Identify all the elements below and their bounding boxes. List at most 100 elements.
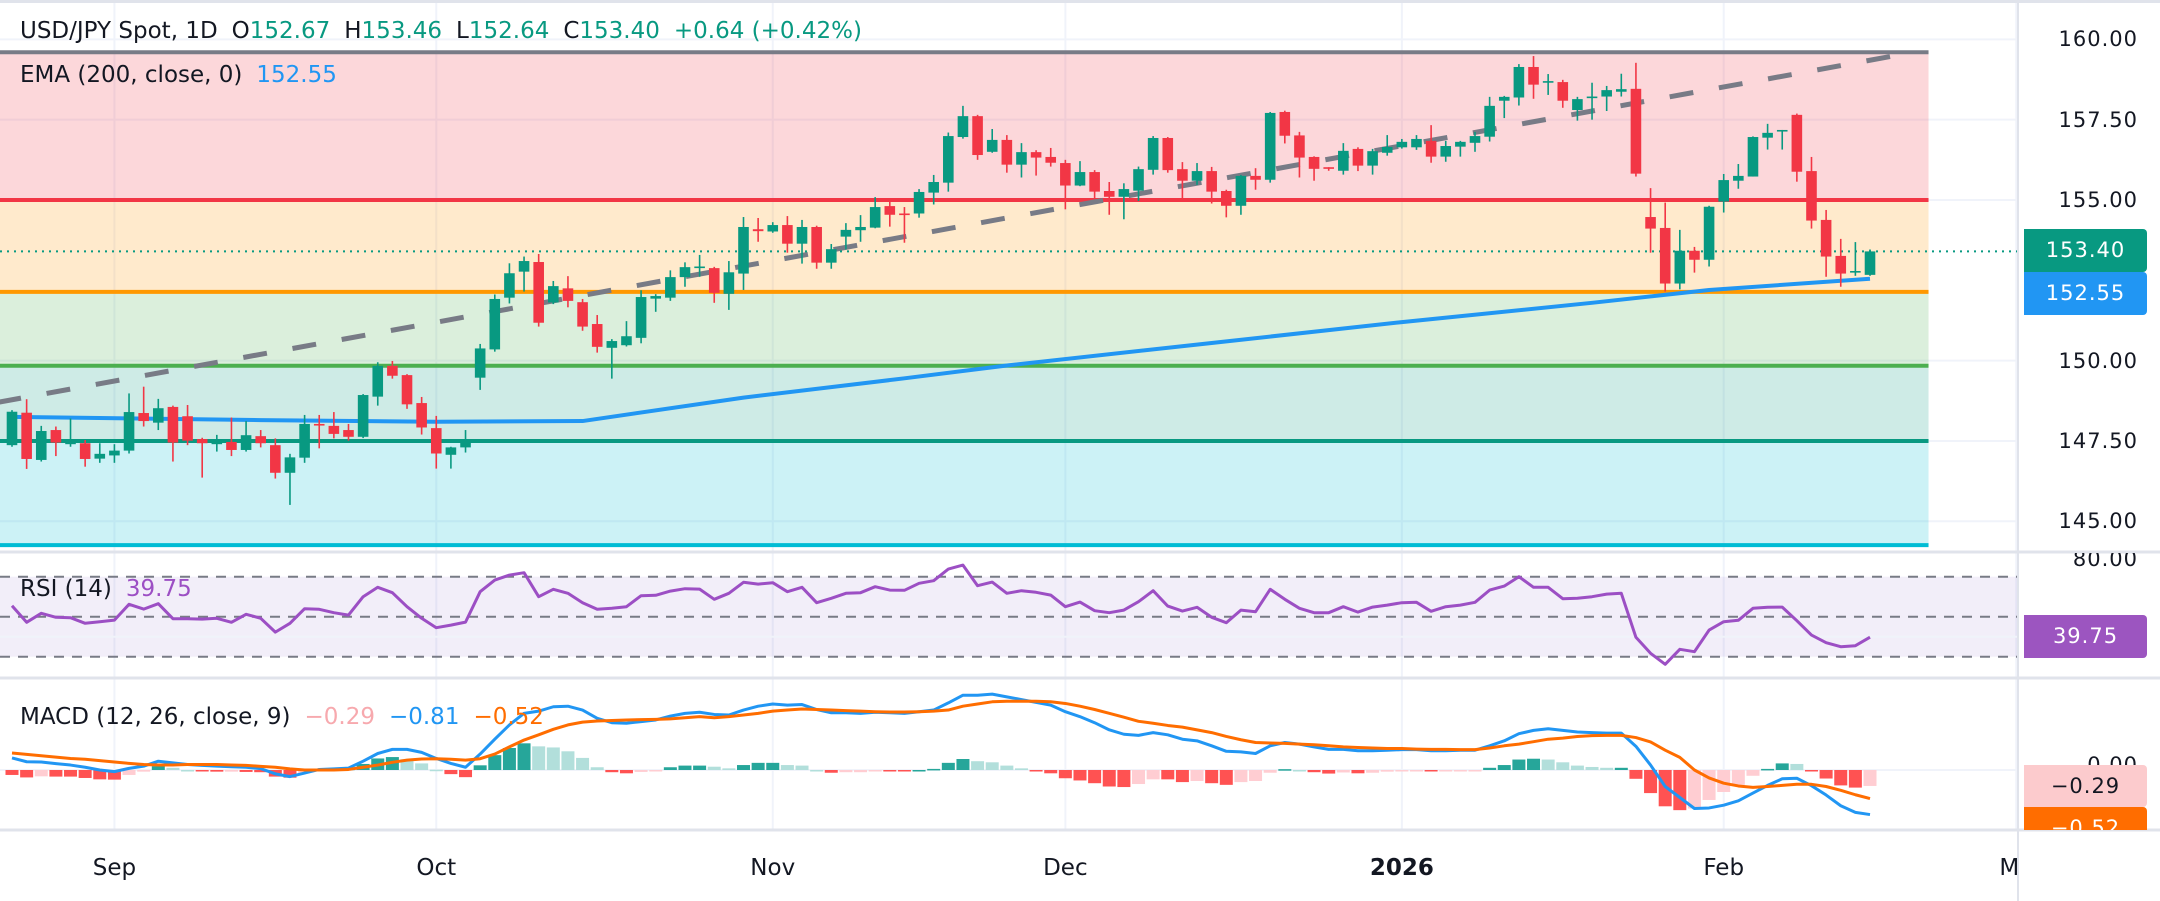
candle <box>1484 96 1495 142</box>
price-tick: 145.00 <box>2058 509 2138 534</box>
candle-body <box>460 440 471 448</box>
macd-histogram-bar <box>254 770 268 773</box>
candle-body <box>1469 136 1481 143</box>
candle <box>635 290 647 344</box>
candle-body <box>1250 175 1261 180</box>
candle <box>1689 246 1700 273</box>
candle <box>723 261 735 310</box>
candle <box>270 438 281 479</box>
time-axis[interactable]: Sep Oct Nov Dec 2026 Feb Ma <box>0 830 2018 901</box>
symbol-title[interactable]: USD/JPY Spot, 1D <box>20 18 218 44</box>
macd-pane[interactable] <box>0 692 2018 817</box>
candle-body <box>1162 137 1174 171</box>
candle-body <box>1279 111 1291 136</box>
candle <box>35 425 47 462</box>
rsi-value: 39.75 <box>125 576 192 602</box>
candle <box>6 410 18 447</box>
candle-body <box>1689 250 1700 260</box>
fib-trendline <box>0 49 1915 405</box>
candle-body <box>182 416 193 441</box>
macd-histogram-bar <box>1644 770 1658 794</box>
price-tick: 147.50 <box>2058 428 2138 453</box>
candle-body <box>1425 140 1437 157</box>
candle-body <box>1089 172 1100 192</box>
macd-histogram-bar <box>1000 765 1014 770</box>
candle-body <box>1206 171 1217 192</box>
macd-histogram-bar <box>1278 769 1292 771</box>
rsi-legend[interactable]: RSI (14) 39.75 <box>20 576 206 602</box>
macd-histogram-bar <box>1497 765 1511 770</box>
fib-zone <box>0 291 1929 366</box>
candle <box>518 256 530 292</box>
ema-value: 152.55 <box>256 62 337 88</box>
candle-body <box>357 395 369 437</box>
candle-body <box>606 341 618 348</box>
macd-histogram-bar <box>985 762 999 770</box>
candle <box>1118 183 1130 220</box>
time-label: Feb <box>1703 855 1745 881</box>
macd-histogram-bar <box>737 765 750 770</box>
macd-histogram-bar <box>1512 759 1526 770</box>
macd-histogram-bar <box>210 770 224 772</box>
macd-legend[interactable]: MACD (12, 26, close, 9) −0.29 −0.81 −0.52 <box>20 704 558 730</box>
candle <box>138 386 149 427</box>
macd-histogram-bar <box>839 770 853 773</box>
candle <box>1162 137 1174 173</box>
macd-histogram-bar <box>1307 770 1321 773</box>
candle-body <box>1030 152 1042 158</box>
macd-histogram-bar <box>20 770 34 778</box>
macd-histogram-bar <box>1219 770 1233 785</box>
candle <box>401 374 413 409</box>
macd-histogram-bar <box>1717 770 1731 792</box>
candle <box>1206 166 1217 204</box>
candle <box>1469 131 1481 152</box>
candle <box>211 434 223 452</box>
candle <box>94 443 106 463</box>
candle <box>1016 143 1027 178</box>
candle-body <box>1733 175 1744 181</box>
candle <box>1762 123 1773 150</box>
macd-histogram-bar <box>1102 770 1116 787</box>
candle-body <box>1835 255 1847 274</box>
rsi-axis[interactable]: 80.00 39.75 <box>2018 553 2160 678</box>
candle-body <box>299 423 310 458</box>
macd-histogram-bar <box>1205 770 1219 784</box>
candle <box>1338 143 1349 175</box>
ema-legend[interactable]: EMA (200, close, 0) 152.55 <box>20 62 351 88</box>
price-tick: 157.50 <box>2058 107 2138 132</box>
candle-body <box>1864 251 1876 275</box>
open-value: 152.67 <box>249 18 331 44</box>
candle-body <box>943 136 954 183</box>
candle-body <box>1074 172 1086 186</box>
macd-histogram-bar <box>824 770 838 773</box>
macd-histogram-bar <box>1570 765 1584 770</box>
candle-body <box>1103 191 1115 197</box>
macd-histogram-bar <box>1117 770 1131 788</box>
candle-body <box>1045 156 1057 163</box>
candle <box>50 426 62 457</box>
candle-body <box>226 441 237 450</box>
macd-histogram-bar <box>1585 766 1599 770</box>
candle <box>1645 188 1656 253</box>
price-pane[interactable] <box>0 49 2018 548</box>
candle-body <box>1455 141 1466 147</box>
rsi-pane[interactable] <box>0 563 2018 666</box>
candle <box>1528 56 1539 99</box>
candle <box>1030 150 1042 176</box>
candle-body <box>782 225 793 244</box>
macd-signal-badge: −0.52 <box>2024 807 2147 830</box>
candle <box>1177 162 1188 199</box>
macd-axis[interactable]: 0.00 −0.29 −0.52 <box>2018 679 2160 830</box>
macd-label: MACD (12, 26, close, 9) <box>20 704 291 730</box>
macd-histogram-bar <box>1366 770 1380 773</box>
macd-histogram-bar <box>1161 770 1175 780</box>
candle <box>504 263 515 304</box>
candle-body <box>270 445 281 473</box>
candle <box>1264 111 1276 183</box>
price-axis[interactable]: 160.00 157.50 155.00 150.00 147.50 145.0… <box>2018 0 2160 552</box>
macd-histogram-bar <box>1088 770 1102 784</box>
candle <box>708 266 720 303</box>
candle-body <box>957 116 969 138</box>
candle <box>357 394 369 439</box>
